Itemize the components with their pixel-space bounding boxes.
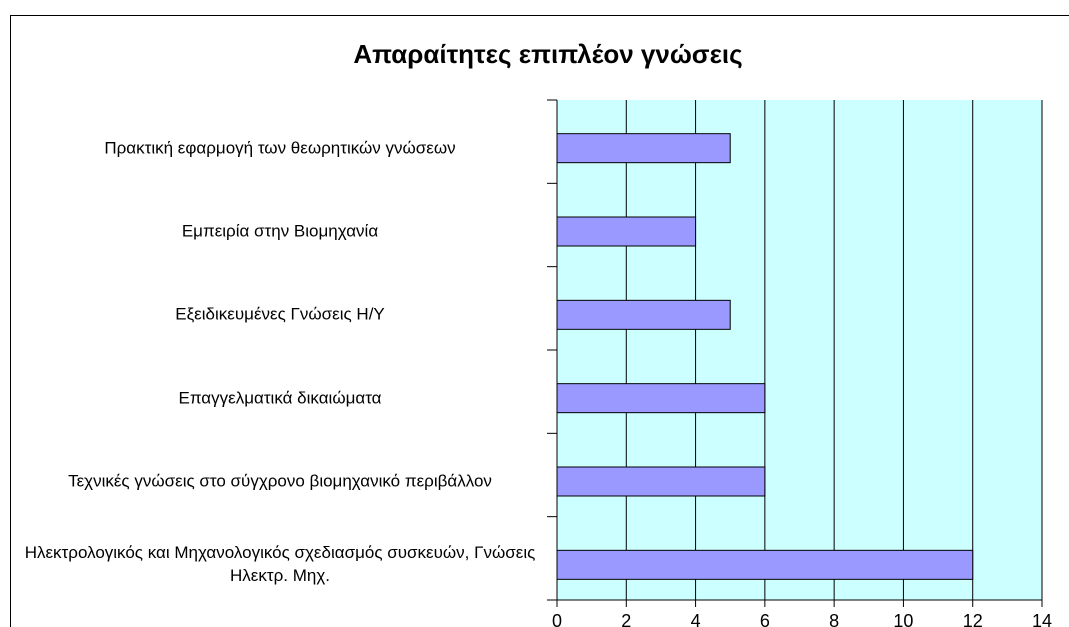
bar bbox=[556, 466, 766, 497]
x-tick-label: 12 bbox=[963, 611, 983, 627]
x-tick-label: 4 bbox=[691, 611, 701, 627]
plot-area bbox=[557, 100, 1042, 600]
x-tick-label: 0 bbox=[552, 611, 562, 627]
x-tick-label: 6 bbox=[760, 611, 770, 627]
y-tick-label: Επαγγελματικά δικαιώματα bbox=[178, 388, 382, 408]
y-tick-label: Τεχνικές γνώσεις στο σύγχρονο βιομηχανικ… bbox=[68, 471, 492, 491]
y-tick-label: Εξειδικευμένες Γνώσεις Η/Υ bbox=[175, 304, 385, 324]
bar bbox=[556, 299, 731, 330]
y-tick-label: Ηλεκτρολογικός και Μηχανολογικός σχεδιασ… bbox=[24, 543, 536, 586]
x-tick-label: 10 bbox=[893, 611, 913, 627]
bar bbox=[556, 133, 731, 164]
bar bbox=[556, 216, 697, 247]
y-tick-label: Πρακτική εφαρμογή των θεωρητικών γνώσεων bbox=[104, 138, 456, 158]
x-tick-label: 2 bbox=[621, 611, 631, 627]
y-tick-label: Εμπειρία στην Βιομηχανία bbox=[181, 221, 379, 241]
bar bbox=[556, 549, 974, 580]
x-tick-label: 14 bbox=[1032, 611, 1052, 627]
x-tick-label: 8 bbox=[829, 611, 839, 627]
bar bbox=[556, 383, 766, 414]
chart-title: Απαραίτητες επιπλέον γνώσεις bbox=[353, 39, 742, 69]
